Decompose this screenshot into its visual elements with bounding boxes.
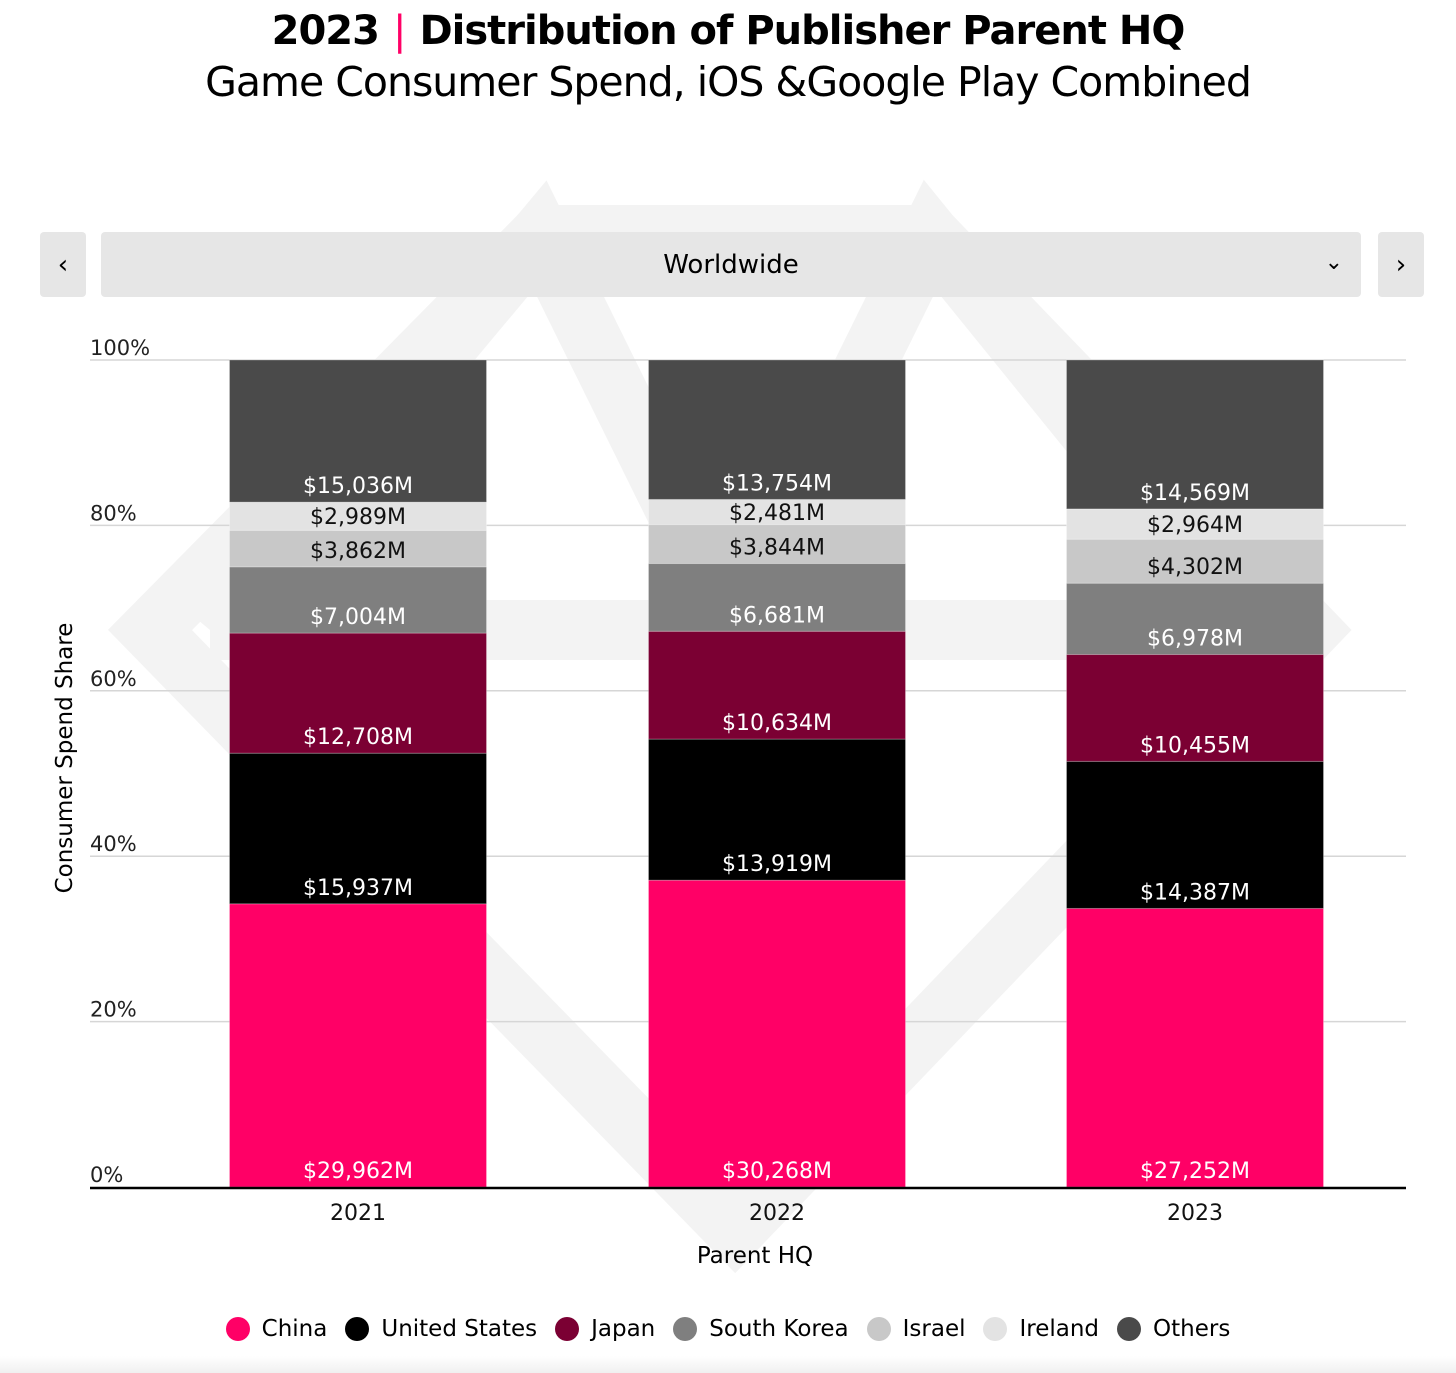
legend-label: Israel (902, 1316, 966, 1342)
chart-subtitle: Game Consumer Spend, iOS &Google Play Co… (205, 58, 1252, 106)
y-tick-label: 20% (90, 998, 137, 1022)
chevron-right-icon: › (1395, 249, 1407, 280)
y-tick-label: 60% (90, 667, 137, 691)
legend-item-china[interactable]: China (225, 1316, 328, 1342)
x-axis-title: Parent HQ (697, 1243, 813, 1269)
bar-segment-japan[interactable] (229, 632, 487, 754)
legend-label: Ireland (1019, 1316, 1100, 1342)
legend-swatch (673, 1317, 698, 1341)
bar-segment-ireland[interactable] (229, 501, 487, 531)
bar-segment-japan[interactable] (1066, 654, 1324, 762)
legend-item-south-korea[interactable]: South Korea (673, 1316, 849, 1342)
y-tick-label: 100% (90, 336, 150, 360)
legend-swatch (866, 1317, 891, 1341)
bottom-shadow (0, 1356, 1456, 1373)
bar-segment-ireland[interactable] (648, 498, 906, 526)
bar-segment-united-states[interactable] (229, 752, 487, 905)
bar-segment-others[interactable] (648, 359, 906, 500)
chart-legend: China United States Japan South Korea Israel… (0, 1316, 1456, 1342)
data-label: $6,681M (729, 603, 825, 628)
previous-button[interactable]: ‹ (40, 232, 86, 297)
legend-swatch (345, 1317, 370, 1341)
x-tick-label: 2021 (330, 1201, 386, 1226)
bar-segment-israel[interactable] (648, 524, 906, 565)
x-tick-label: 2022 (749, 1201, 805, 1226)
data-label: $14,387M (1140, 880, 1250, 905)
data-label: $27,252M (1140, 1159, 1250, 1184)
data-label: $30,268M (722, 1159, 832, 1184)
chevron-down-icon: ⌄ (1324, 250, 1343, 275)
y-tick-label: 80% (90, 501, 137, 525)
bar-segment-united-states[interactable] (648, 738, 906, 881)
data-label: $10,455M (1140, 733, 1250, 758)
legend-swatch (1117, 1317, 1142, 1341)
data-label: $12,708M (303, 725, 413, 750)
data-label: $2,481M (729, 501, 825, 526)
y-tick-label: 0% (90, 1163, 123, 1187)
bar-segment-others[interactable] (1066, 359, 1324, 510)
legend-item-israel[interactable]: Israel (866, 1316, 966, 1342)
region-selected: Worldwide (663, 249, 799, 280)
bar-segment-south-korea[interactable] (1066, 582, 1324, 656)
data-label: $13,919M (722, 852, 832, 877)
chevron-left-icon: ‹ (57, 249, 69, 280)
legend-item-others[interactable]: Others (1117, 1316, 1230, 1342)
data-label: $7,004M (310, 605, 406, 630)
bar-segment-israel[interactable] (229, 529, 487, 568)
title-text: Distribution of Publisher Parent HQ (419, 8, 1185, 54)
x-tick-label: 2023 (1167, 1201, 1223, 1226)
bar-segment-japan[interactable] (648, 630, 906, 740)
data-label: $4,302M (1147, 555, 1243, 580)
legend-label: Japan (591, 1316, 656, 1342)
data-label: $3,844M (729, 536, 825, 561)
data-label: $6,978M (1147, 627, 1243, 652)
legend-item-united-states[interactable]: United States (345, 1316, 537, 1342)
y-axis-title: Consumer Spend Share (52, 623, 78, 894)
data-label: $15,036M (303, 474, 413, 499)
data-label: $2,989M (310, 505, 406, 530)
data-label: $13,754M (722, 471, 832, 496)
bar-segment-china[interactable] (1066, 907, 1324, 1188)
region-dropdown[interactable]: Worldwide ⌄ (101, 232, 1361, 297)
legend-item-ireland[interactable]: Ireland (983, 1316, 1099, 1342)
legend-swatch (983, 1317, 1008, 1341)
data-label: $3,862M (310, 539, 406, 564)
bar-segment-china[interactable] (229, 903, 487, 1188)
legend-swatch (555, 1317, 580, 1341)
legend-label: Others (1153, 1316, 1231, 1342)
bar-segment-china[interactable] (648, 879, 906, 1188)
data-label: $14,569M (1140, 481, 1250, 506)
legend-label: South Korea (709, 1316, 849, 1342)
y-tick-label: 40% (90, 832, 137, 856)
chart-title: 2023 | Distribution of Publisher Parent HQ (0, 8, 1456, 54)
title-separator: | (392, 8, 407, 54)
legend-label: United States (381, 1316, 538, 1342)
legend-swatch (225, 1317, 250, 1341)
bar-segment-others[interactable] (229, 359, 487, 503)
data-label: $29,962M (303, 1159, 413, 1184)
legend-item-japan[interactable]: Japan (555, 1316, 655, 1342)
data-label: $2,964M (1147, 513, 1243, 538)
title-year: 2023 (271, 8, 380, 54)
data-label: $15,937M (303, 876, 413, 901)
next-button[interactable]: › (1378, 232, 1424, 297)
bar-segment-south-korea[interactable] (229, 566, 487, 634)
bar-segment-south-korea[interactable] (648, 563, 906, 632)
legend-label: China (261, 1316, 328, 1342)
data-label: $10,634M (722, 711, 832, 736)
